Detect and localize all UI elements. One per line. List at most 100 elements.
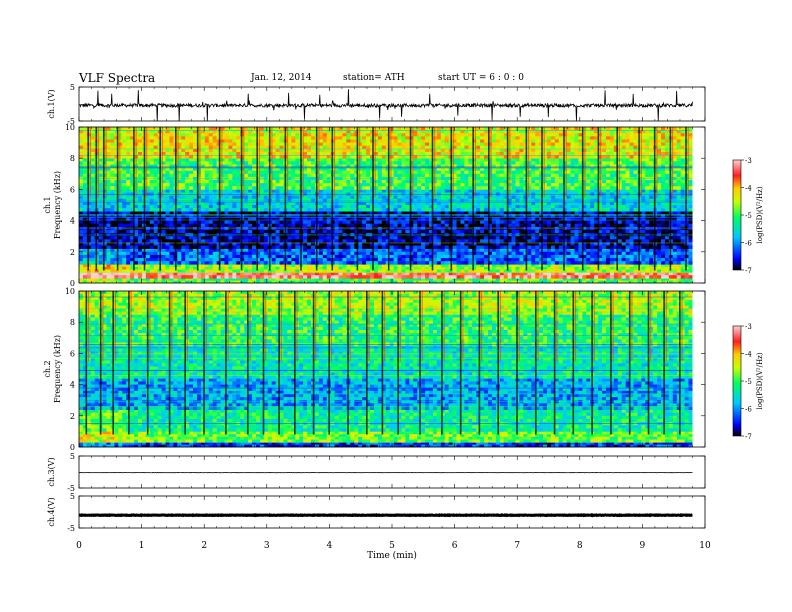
spectrogram-cell (189, 226, 194, 231)
spectrogram-cell (311, 272, 316, 276)
spectrogram-cell (503, 189, 508, 193)
spectrogram-cell (633, 223, 638, 228)
spectrogram-cell (244, 205, 249, 209)
spectrogram-cell (664, 275, 670, 279)
spectrogram-cell (429, 201, 434, 206)
spectrogram-cell (346, 261, 351, 265)
spectrogram-cell (527, 223, 532, 228)
spectrogram-cell (291, 261, 296, 265)
spectrogram-cell (342, 195, 347, 200)
spectrogram-cell (118, 275, 123, 279)
spectrogram-cell (330, 280, 335, 284)
spectrogram-cell (169, 269, 174, 273)
spectrogram-cell (680, 254, 685, 259)
spectrogram-cell (232, 275, 237, 279)
spectrogram-cell (98, 242, 103, 246)
spectrogram-cell (338, 248, 343, 253)
spectrogram-cell (613, 189, 619, 193)
spectrogram-cell (354, 189, 359, 193)
spectrogram-cell (373, 236, 379, 240)
spectrogram-cell (503, 275, 508, 279)
spectrogram-cell (535, 261, 540, 265)
spectrogram-cell (566, 198, 571, 203)
spectrogram-cell (130, 266, 135, 270)
spectrogram-cell (590, 236, 595, 240)
spectrogram-cell (212, 272, 217, 276)
spectrogram-cell (546, 264, 552, 268)
spectrogram-cell (440, 245, 446, 249)
spectrogram-cell (464, 269, 469, 273)
spectrogram-cell (362, 248, 367, 253)
spectrogram-cell (224, 266, 229, 270)
spectrogram-cell (578, 223, 583, 228)
spectrogram-cell (664, 254, 670, 259)
spectrogram-cell (189, 223, 194, 228)
spectrogram-cell (440, 198, 446, 203)
spectrogram-cell (157, 280, 162, 284)
spectrogram-cell (279, 275, 284, 279)
spectrogram-cell (680, 239, 685, 243)
spectrogram-cell (98, 254, 103, 259)
spectrogram-cell (421, 239, 426, 243)
spectrogram-cell (137, 275, 143, 279)
spectrogram-cell (212, 158, 217, 162)
spectrogram-cell (602, 280, 607, 284)
spectrogram-cell (460, 201, 465, 206)
spectrogram-cell (570, 229, 575, 234)
spectrogram-cell (444, 211, 449, 215)
spectrogram-cell (275, 220, 280, 225)
spectrogram-cell (429, 229, 434, 234)
spectrogram-cell (181, 275, 186, 279)
spectrogram-cell (440, 258, 446, 262)
spectrogram-cell (664, 189, 670, 193)
spectrogram-cell (460, 258, 465, 262)
spectrogram-cell (440, 251, 446, 256)
spectrogram-cell (491, 248, 497, 253)
spectrogram-cell (409, 264, 414, 268)
spectrogram-cell (417, 264, 422, 268)
spectrogram-cell (503, 205, 508, 209)
spectrogram-cell (161, 220, 166, 225)
spectrogram-cell (130, 280, 135, 284)
spectrogram-cell (153, 258, 158, 262)
spectrogram-cell (527, 245, 532, 249)
spectrogram-cell (429, 264, 434, 268)
spectrogram-cell (381, 195, 387, 200)
spectrogram-cell (318, 236, 324, 240)
spectrogram-cell (161, 261, 166, 265)
spectrogram-cell (417, 158, 422, 162)
spectrogram-cell (645, 245, 650, 249)
spectrogram-cell (460, 229, 465, 234)
spectrogram-cell (212, 280, 217, 284)
spectrogram-cell (204, 208, 210, 212)
spectrogram-cell (495, 201, 501, 206)
spectrogram-cell (645, 158, 650, 162)
spectrogram-cell (586, 251, 591, 256)
spectrogram-cell (594, 242, 599, 246)
spectrogram-cell (393, 158, 398, 162)
spectrogram-cell (499, 280, 505, 284)
spectrogram-cell (314, 269, 320, 273)
spectrogram-cell (271, 189, 276, 193)
spectrogram-cell (480, 211, 485, 215)
spectrogram-cell (322, 248, 328, 253)
spectrogram-cell (680, 280, 685, 284)
spectrogram-cell (417, 275, 422, 279)
spectrogram-cell (645, 205, 650, 209)
spectrogram-cell (554, 242, 560, 246)
spectrogram-cell (468, 245, 473, 249)
spectrogram-cell (126, 226, 131, 231)
spectrogram-cell (271, 217, 276, 221)
spectrogram-cell (259, 248, 265, 253)
spectrogram-cell (397, 205, 402, 209)
spectrogram-cell (436, 214, 442, 218)
spectrogram-cell (657, 201, 662, 206)
spectrogram-cell (153, 226, 158, 231)
spectrogram-cell (196, 251, 202, 256)
spectrogram-cell (193, 242, 198, 246)
spectrogram-cell (90, 214, 96, 218)
spectrogram-cell (354, 248, 359, 253)
spectrogram-cell (389, 229, 394, 234)
spectrogram-cell (421, 208, 426, 212)
spectrogram-cell (200, 258, 206, 262)
